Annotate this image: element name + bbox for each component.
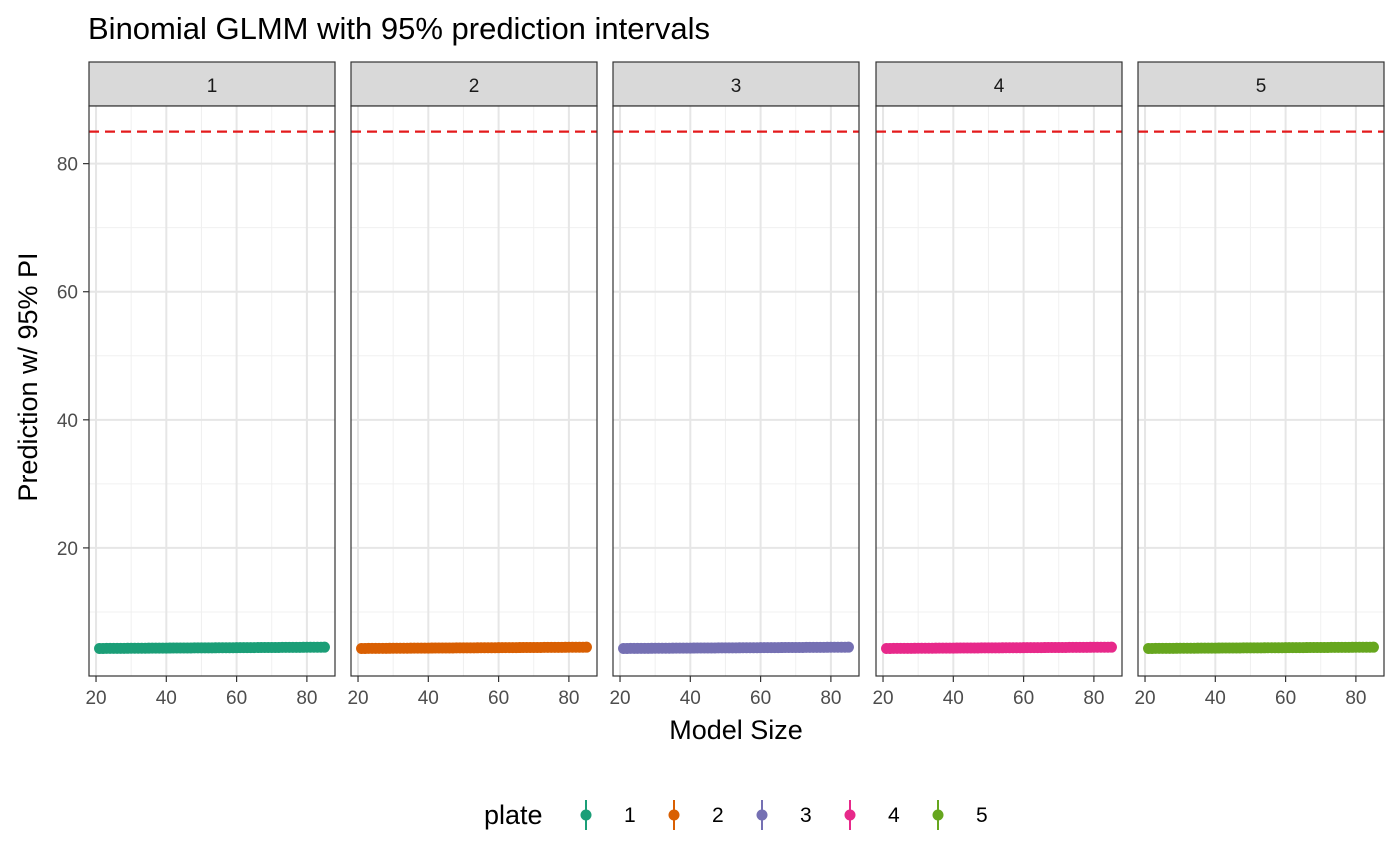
legend-key-3: 3 bbox=[756, 800, 812, 830]
panel-background bbox=[876, 106, 1122, 676]
x-tick-label: 20 bbox=[609, 688, 630, 709]
legend-key-point bbox=[668, 809, 680, 821]
panel-background bbox=[613, 106, 859, 676]
facet-strip-label: 1 bbox=[207, 76, 218, 97]
y-tick-label: 80 bbox=[57, 155, 78, 176]
legend-key-5: 5 bbox=[932, 800, 988, 830]
x-tick-label: 80 bbox=[296, 688, 317, 709]
legend-key-label: 1 bbox=[624, 804, 636, 827]
facet-strip-label: 2 bbox=[469, 76, 480, 97]
x-tick-label: 40 bbox=[1205, 688, 1226, 709]
x-tick-label: 60 bbox=[488, 688, 509, 709]
facet-strip-label: 3 bbox=[731, 76, 742, 97]
facet-strip-label: 4 bbox=[994, 76, 1005, 97]
legend-key-point bbox=[756, 809, 768, 821]
panel-border bbox=[875, 105, 1123, 677]
legend-key-label: 3 bbox=[800, 804, 812, 827]
panel-background bbox=[1138, 106, 1384, 676]
x-axis-label: Model Size bbox=[669, 715, 803, 745]
legend-key-2: 2 bbox=[668, 800, 724, 830]
legend-key-point bbox=[844, 809, 856, 821]
facet-strip bbox=[875, 61, 1123, 107]
legend-key-1: 1 bbox=[580, 800, 636, 830]
x-tick-label: 40 bbox=[418, 688, 439, 709]
x-tick-label: 20 bbox=[347, 688, 368, 709]
facet-panel-2: 2 20 40 60 80 bbox=[347, 61, 598, 709]
y-tick-label: 60 bbox=[57, 283, 78, 304]
facet-panel-5: 5 20 40 60 80 bbox=[1134, 61, 1385, 709]
x-tick-label: 80 bbox=[820, 688, 841, 709]
panel-background bbox=[351, 106, 597, 676]
data-point bbox=[318, 641, 330, 653]
chart-title: Binomial GLMM with 95% prediction interv… bbox=[88, 11, 710, 46]
x-tick-label: 60 bbox=[1275, 688, 1296, 709]
legend-key-point bbox=[932, 809, 944, 821]
facet-panel-3: 3 20 40 60 80 bbox=[609, 61, 860, 709]
facet-strip bbox=[612, 61, 860, 107]
x-tick-label: 20 bbox=[85, 688, 106, 709]
facet-strip bbox=[1137, 61, 1385, 107]
x-tick-label: 60 bbox=[226, 688, 247, 709]
y-tick-label: 40 bbox=[57, 411, 78, 432]
facet-strip bbox=[88, 61, 336, 107]
x-tick-label: 40 bbox=[680, 688, 701, 709]
panel-border bbox=[1137, 105, 1385, 677]
x-tick-label: 40 bbox=[943, 688, 964, 709]
data-point bbox=[580, 641, 592, 653]
data-point bbox=[842, 641, 854, 653]
x-tick-label: 60 bbox=[1013, 688, 1034, 709]
panel-border bbox=[350, 105, 598, 677]
panel-border bbox=[612, 105, 860, 677]
y-axis-label: Prediction w/ 95% PI bbox=[13, 252, 43, 501]
facet-panel-4: 4 20 40 60 80 bbox=[872, 61, 1123, 709]
data-point bbox=[1367, 641, 1379, 653]
facet-panel-1: 1 20 40 60 80 bbox=[85, 61, 336, 709]
data-point bbox=[1105, 641, 1117, 653]
x-tick-label: 20 bbox=[872, 688, 893, 709]
panel-background bbox=[89, 106, 335, 676]
legend-key-point bbox=[580, 809, 592, 821]
legend-key-label: 5 bbox=[976, 804, 988, 827]
x-tick-label: 80 bbox=[1083, 688, 1104, 709]
facet-strip bbox=[350, 61, 598, 107]
legend-key-label: 4 bbox=[888, 804, 900, 827]
x-tick-label: 60 bbox=[750, 688, 771, 709]
facet-strip-label: 5 bbox=[1256, 76, 1267, 97]
x-tick-label: 80 bbox=[1345, 688, 1366, 709]
legend-title: plate bbox=[484, 800, 543, 830]
panel-border bbox=[88, 105, 336, 677]
y-tick-label: 20 bbox=[57, 539, 78, 560]
y-axis: 20 40 60 80 bbox=[57, 155, 89, 560]
x-tick-label: 40 bbox=[156, 688, 177, 709]
x-tick-label: 20 bbox=[1134, 688, 1155, 709]
legend: plate 1 2 3 4 5 bbox=[484, 800, 988, 830]
legend-key-4: 4 bbox=[844, 800, 900, 830]
x-tick-label: 80 bbox=[558, 688, 579, 709]
legend-key-label: 2 bbox=[712, 804, 724, 827]
